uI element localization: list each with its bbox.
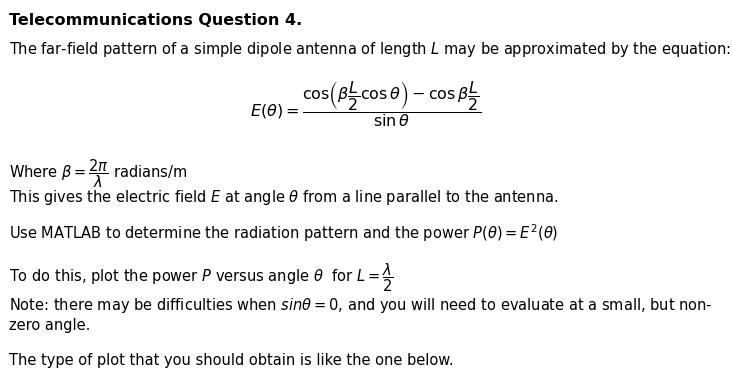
Text: The type of plot that you should obtain is like the one below.: The type of plot that you should obtain … [9, 353, 453, 367]
Text: The far-field pattern of a simple dipole antenna of length $L$ may be approximat: The far-field pattern of a simple dipole… [9, 40, 731, 59]
Text: $E(\theta) = \dfrac{\cos\!\left(\beta\dfrac{L}{2}\cos\theta\right) - \cos\beta\d: $E(\theta) = \dfrac{\cos\!\left(\beta\df… [250, 79, 482, 129]
Text: To do this, plot the power $P$ versus angle $\theta$  for $L = \dfrac{\lambda}{2: To do this, plot the power $P$ versus an… [9, 262, 393, 295]
Text: Note: there may be difficulties when $\mathit{sin}\theta = 0$, and you will need: Note: there may be difficulties when $\m… [9, 296, 712, 315]
Text: Telecommunications Question 4.: Telecommunications Question 4. [9, 13, 302, 28]
Text: Where $\beta = \dfrac{2\pi}{\lambda}$ radians/m: Where $\beta = \dfrac{2\pi}{\lambda}$ ra… [9, 157, 187, 190]
Text: Use MATLAB to determine the radiation pattern and the power $P(\theta) = E^2(\th: Use MATLAB to determine the radiation pa… [9, 223, 559, 245]
Text: zero angle.: zero angle. [9, 318, 90, 333]
Text: This gives the electric field $E$ at angle $\theta$ from a line parallel to the : This gives the electric field $E$ at ang… [9, 188, 559, 207]
